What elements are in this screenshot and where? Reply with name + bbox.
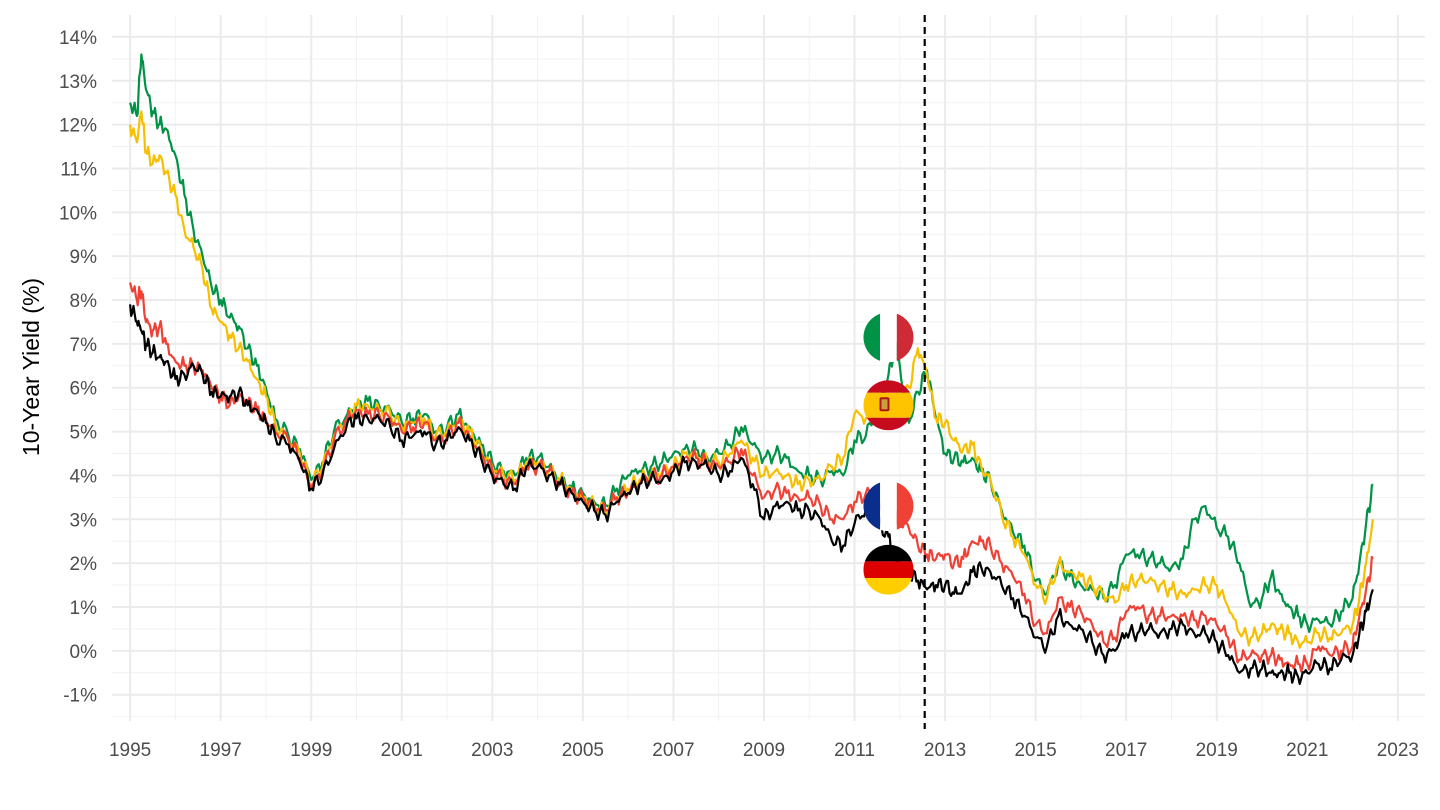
x-tick-label: 2015 xyxy=(1014,740,1056,761)
x-axis-tick-labels: 1995 1997 1999 2001 2003 2005 2007 2009 2011 2013… xyxy=(109,740,1419,761)
y-tick-label: 9% xyxy=(70,247,98,268)
y-tick-label: 6% xyxy=(70,379,98,400)
x-tick-label: 2013 xyxy=(924,740,966,761)
x-tick-label: 2009 xyxy=(743,740,785,761)
spain-flag-icon xyxy=(863,380,914,431)
x-tick-label: 2007 xyxy=(652,740,694,761)
y-tick-label: 10% xyxy=(59,203,97,224)
x-tick-label: 2021 xyxy=(1286,740,1328,761)
series-lines xyxy=(129,53,1374,685)
y-tick-label: 3% xyxy=(70,510,98,531)
y-axis-tick-labels: -1% 0% 1% 2% 3% 4% 5% 6% 7% 8% 9% 10% 11% 12% 13% 14% xyxy=(59,28,97,707)
y-tick-label: 1% xyxy=(70,598,98,619)
x-tick-label: 1999 xyxy=(290,740,332,761)
y-tick-label: 5% xyxy=(70,423,98,444)
series-line xyxy=(129,304,1374,685)
series-line xyxy=(129,110,1374,649)
x-tick-label: 2003 xyxy=(471,740,513,761)
x-tick-label: 2001 xyxy=(381,740,423,761)
y-tick-label: 12% xyxy=(59,116,97,137)
y-axis-title: 10-Year Yield (%) xyxy=(18,278,44,456)
x-tick-label: 2019 xyxy=(1196,740,1238,761)
minor-gridlines xyxy=(112,15,1425,721)
y-tick-label: 0% xyxy=(70,642,98,663)
x-tick-label: 2023 xyxy=(1377,740,1419,761)
y-tick-label: 13% xyxy=(59,72,97,93)
y-tick-label: -1% xyxy=(63,686,97,707)
y-tick-label: 7% xyxy=(70,335,98,356)
x-tick-label: 2005 xyxy=(562,740,604,761)
series-line xyxy=(129,53,1374,633)
y-tick-label: 2% xyxy=(70,554,98,575)
x-tick-label: 1997 xyxy=(200,740,242,761)
italy-flag-icon xyxy=(863,312,914,363)
y-tick-label: 4% xyxy=(70,466,98,487)
y-tick-label: 14% xyxy=(59,28,97,49)
germany-flag-icon xyxy=(863,544,914,595)
major-gridlines xyxy=(112,15,1425,721)
x-tick-label: 2011 xyxy=(834,740,875,761)
x-tick-label: 2017 xyxy=(1105,740,1147,761)
y-tick-label: 8% xyxy=(70,291,98,312)
france-flag-icon xyxy=(863,481,914,532)
series-line xyxy=(129,282,1374,673)
y-tick-label: 11% xyxy=(60,159,97,180)
x-tick-label: 1995 xyxy=(109,740,151,761)
